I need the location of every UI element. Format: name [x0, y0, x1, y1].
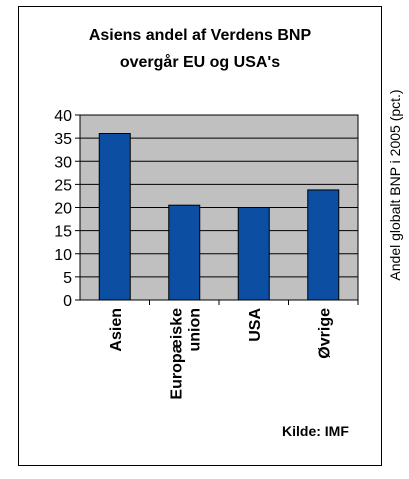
chart-title-line-1: Asiens andel af Verdens BNP [88, 27, 312, 44]
y-tick-label-40: 40 [54, 108, 72, 125]
x-category-label-2-line-1: Europæiske [168, 308, 185, 400]
y-tick-label-5: 5 [63, 270, 72, 287]
x-category-label-4-line-1: Øvrige [316, 308, 333, 359]
x-category-label-1-line-1: Asien [108, 308, 125, 352]
x-category-label-2-line-2: union [186, 308, 203, 352]
chart-title-line-2: overgår EU og USA's [119, 54, 281, 71]
y-tick-label-10: 10 [54, 247, 72, 264]
source-label: Kilde: IMF [282, 423, 349, 439]
bar-3 [237, 207, 270, 301]
y-tick-label-25: 25 [54, 177, 72, 194]
chart-title: Asiens andel af Verdens BNP overgår EU o… [18, 22, 382, 76]
x-category-label-3-line-1: USA [247, 308, 264, 342]
bar-2 [168, 204, 201, 301]
bar-4 [307, 189, 340, 301]
y-tick-label-30: 30 [54, 154, 72, 171]
y-tick-label-35: 35 [54, 131, 72, 148]
y-tick-label-0: 0 [63, 293, 72, 310]
y-axis-label: Andel globalt BNP i 2005 (pct.) [387, 89, 403, 281]
y-tick-label-20: 20 [54, 201, 72, 218]
y-tick-label-15: 15 [54, 224, 72, 241]
bar-1 [98, 133, 131, 301]
